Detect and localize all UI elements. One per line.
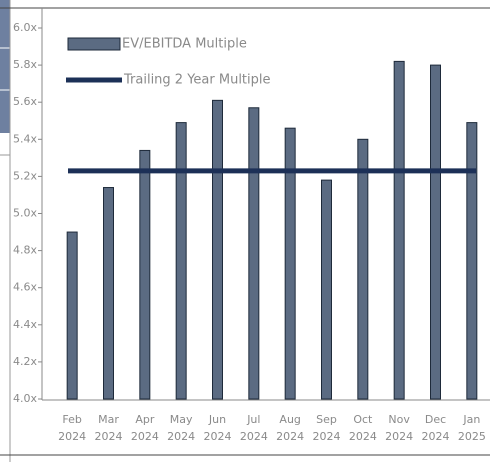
- bar: [103, 187, 114, 400]
- x-tick-label: Apr 2024: [131, 413, 159, 443]
- x-tick-label: Aug 2024: [276, 413, 304, 443]
- x-tick-line: 2024: [276, 430, 304, 443]
- y-tick-label: 5.0x: [13, 207, 37, 220]
- bar: [321, 179, 332, 400]
- bar: [357, 138, 369, 400]
- x-tick-line: 2024: [422, 430, 450, 443]
- y-tick-label: 4.2x: [13, 355, 37, 368]
- x-tick-line: 2024: [313, 430, 341, 443]
- x-tick-label: Dec 2024: [422, 413, 450, 443]
- bar: [430, 64, 441, 400]
- x-tick-label: Jul 2024: [240, 413, 268, 443]
- side-panel: [0, 0, 10, 133]
- x-tick-line: Jun: [208, 413, 226, 426]
- y-tick-label: 4.4x: [13, 318, 37, 331]
- x-tick-line: 2024: [385, 430, 413, 443]
- x-tick-line: 2024: [131, 430, 159, 443]
- bar: [66, 231, 78, 400]
- x-tick-label: Nov 2024: [385, 413, 413, 443]
- x-tick-line: Sep: [316, 413, 337, 426]
- x-tick-line: Feb: [62, 413, 81, 426]
- x-tick-label: Oct 2024: [349, 413, 377, 443]
- x-tick-line: Dec: [425, 413, 446, 426]
- bar: [175, 122, 187, 400]
- x-tick-label: Jan 2025: [458, 413, 486, 443]
- x-tick-line: Mar: [98, 413, 119, 426]
- y-tick-label: 5.4x: [13, 132, 37, 145]
- x-tick-label: May 2024: [167, 413, 195, 443]
- x-tick-line: Apr: [135, 413, 155, 426]
- bar: [393, 60, 405, 400]
- legend-label: Trailing 2 Year Multiple: [123, 73, 271, 88]
- bar: [284, 127, 296, 400]
- x-tick-line: Oct: [353, 413, 373, 426]
- x-tick-line: 2024: [349, 430, 377, 443]
- y-tick-label: 4.6x: [13, 281, 37, 294]
- x-tick-line: 2025: [458, 430, 486, 443]
- x-tick-line: Aug: [279, 413, 300, 426]
- bar: [466, 122, 478, 400]
- x-tick-label: Sep 2024: [313, 413, 341, 443]
- x-tick-line: Nov: [388, 413, 410, 426]
- y-tick-label: 5.8x: [13, 58, 37, 71]
- y-tick-label: 4.0x: [13, 392, 37, 405]
- x-tick-label: Feb 2024: [58, 413, 86, 443]
- x-tick-line: Jul: [246, 413, 260, 426]
- bar: [248, 107, 260, 400]
- legend-label: EV/EBITDA Multiple: [122, 37, 247, 52]
- x-tick-label: Jun 2024: [204, 413, 232, 443]
- y-tick-label: 5.6x: [13, 95, 37, 108]
- legend-swatch: [67, 37, 121, 51]
- x-tick-line: May: [170, 413, 193, 426]
- bar: [212, 99, 223, 400]
- x-tick-line: 2024: [240, 430, 268, 443]
- x-tick-line: 2024: [58, 430, 86, 443]
- x-tick-line: 2024: [204, 430, 232, 443]
- x-tick-label: Mar 2024: [95, 413, 123, 443]
- y-tick-label: 6.0x: [13, 21, 37, 34]
- x-tick-line: Jan: [462, 413, 480, 426]
- x-tick-line: 2024: [95, 430, 123, 443]
- y-tick-label: 5.2x: [13, 169, 37, 182]
- bar: [139, 149, 151, 400]
- y-tick-label: 4.8x: [13, 244, 37, 257]
- x-tick-line: 2024: [167, 430, 195, 443]
